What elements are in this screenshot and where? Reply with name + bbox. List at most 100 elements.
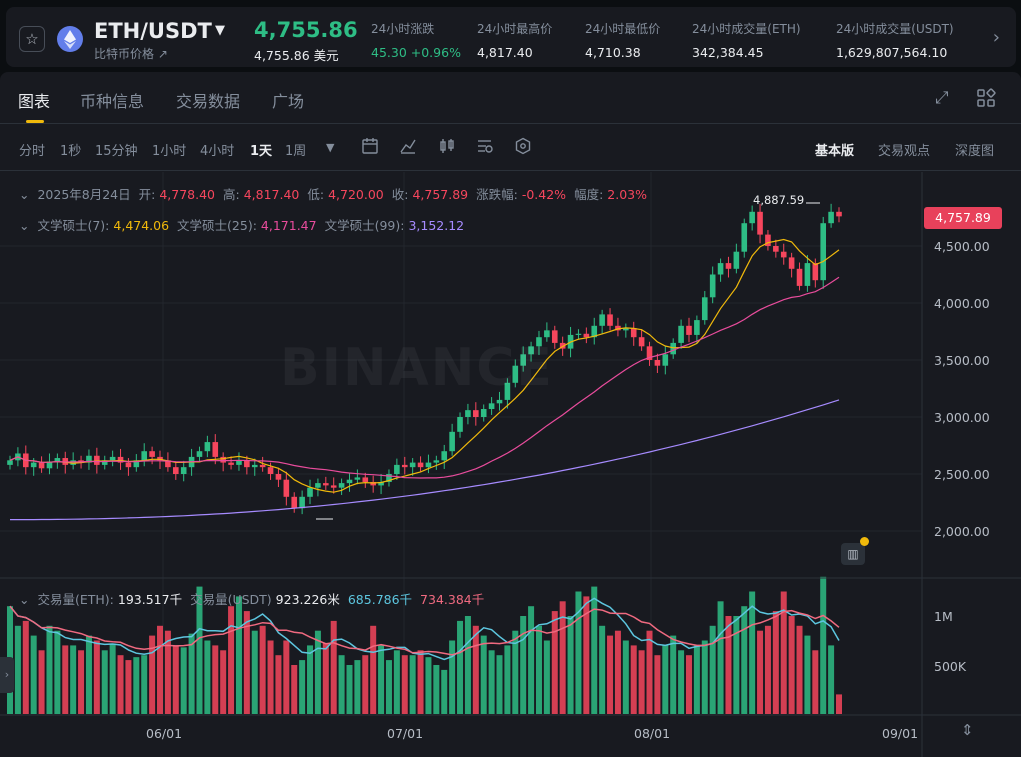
candle-body: [323, 483, 329, 486]
view-depth[interactable]: 深度图: [955, 144, 995, 159]
layout-grid-icon[interactable]: [976, 88, 996, 113]
candle-body: [30, 462, 37, 468]
candle-body: [559, 342, 566, 349]
volume-bar: [125, 660, 132, 714]
interval-toolbar: 分时 1秒 15分钟 1小时 4小时 1天 1周 ▼ 基本版 交易观点 深度图: [0, 125, 1021, 171]
candle-body: [330, 485, 337, 488]
view-trading-ideas[interactable]: 交易观点: [878, 144, 931, 159]
candle-body: [173, 467, 179, 474]
interval-time[interactable]: 分时: [19, 144, 46, 159]
candle-body: [275, 474, 282, 480]
ma-legend: ⌄ 文学硕士(7): 4,474.06 文学硕士(25): 4,171.47 文学硕…: [19, 218, 465, 233]
candle-body: [109, 456, 116, 461]
volume-bar: [796, 625, 803, 714]
volume-bar: [393, 650, 400, 714]
volume-bar: [172, 645, 179, 714]
candle-body: [86, 455, 92, 463]
star-icon[interactable]: ☆: [19, 26, 45, 52]
volume-bar: [496, 655, 503, 714]
ticker-bar: ☆ ETH/USDT ▼ 比特币价格 ↗ 4,755.86 4,755.86 美…: [6, 7, 1016, 67]
y-tick-label: 2,000.00: [934, 524, 990, 539]
candle-body: [125, 462, 132, 468]
volume-bar: [109, 643, 116, 714]
tab-square[interactable]: 广场: [272, 92, 305, 111]
hexagon-settings-icon[interactable]: [514, 137, 532, 159]
volume-bar: [228, 606, 235, 714]
candle-body: [354, 477, 361, 480]
volume-bar: [362, 655, 369, 714]
volume-bar: [472, 625, 479, 714]
volume-bar: [488, 650, 495, 714]
stat-change: 24小时涨跌 45.30 +0.96%: [371, 22, 461, 60]
tab-trading-data[interactable]: 交易数据: [176, 92, 241, 111]
fit-height-icon[interactable]: ⇕: [961, 721, 974, 739]
volume-bar: [196, 586, 203, 714]
tab-coin-info[interactable]: 币种信息: [80, 92, 145, 111]
interval-1d[interactable]: 1天: [250, 144, 273, 159]
volume-bar: [599, 625, 606, 714]
volume-bar: [78, 650, 85, 714]
volume-bar: [70, 645, 77, 714]
volume-bar: [378, 645, 385, 714]
volume-bar: [299, 660, 306, 714]
volume-bar: [543, 640, 550, 714]
candle-type-icon[interactable]: [438, 137, 456, 159]
candle-body: [141, 451, 148, 461]
volume-bar: [441, 669, 448, 714]
volume-bar: [678, 650, 685, 714]
interval-15m[interactable]: 15分钟: [95, 144, 138, 159]
chevron-right-icon[interactable]: ›: [992, 27, 1000, 48]
ma25-line: [9, 276, 840, 479]
candle-body: [607, 314, 613, 326]
watermark-logo: BINANCE: [280, 338, 554, 398]
interval-1w[interactable]: 1周: [285, 144, 307, 159]
candle-body: [291, 496, 298, 509]
chevron-down-icon[interactable]: ▼: [326, 141, 335, 154]
indicator-icon[interactable]: [399, 137, 417, 159]
tab-chart[interactable]: 图表: [18, 92, 51, 111]
candle-body: [804, 263, 811, 286]
candle-body: [38, 462, 45, 469]
candle-body: [780, 251, 787, 258]
candle-body: [7, 460, 13, 465]
volume-bar: [93, 640, 100, 714]
volume-bar: [14, 625, 21, 714]
chevron-down-icon[interactable]: ▼: [215, 23, 225, 38]
volume-bar: [141, 655, 148, 714]
volume-bar: [401, 655, 408, 714]
volume-bar: [812, 650, 819, 714]
candle-body: [504, 382, 511, 400]
volume-bar: [559, 601, 566, 714]
candle-body: [157, 456, 163, 461]
volume-bar: [733, 616, 740, 714]
vol-tick-label: 1M: [934, 609, 953, 624]
interval-1s[interactable]: 1秒: [60, 144, 82, 159]
candle-body: [670, 342, 676, 355]
price-link[interactable]: 比特币价格 ↗: [94, 47, 168, 61]
expand-icon[interactable]: ⤢: [935, 88, 949, 108]
candle-body: [212, 442, 219, 457]
vol-tick-label: 500K: [934, 659, 967, 674]
collapse-panel-button[interactable]: ›: [0, 657, 14, 693]
volume-bar: [235, 596, 242, 714]
interval-4h[interactable]: 4小时: [200, 144, 235, 159]
volume-bar: [614, 630, 621, 714]
candle-body: [457, 417, 463, 432]
candle-body: [599, 314, 605, 326]
calendar-icon[interactable]: [361, 137, 379, 159]
volume-bar: [464, 616, 471, 714]
volume-bar: [685, 655, 692, 714]
stat-low: 24小时最低价 4,710.38: [585, 22, 661, 60]
volume-bar: [322, 643, 329, 714]
pair-name[interactable]: ETH/USDT: [94, 19, 212, 43]
candles: [7, 203, 842, 515]
view-basic[interactable]: 基本版: [815, 144, 855, 159]
interval-1h[interactable]: 1小时: [152, 144, 187, 159]
candle-body: [220, 456, 226, 463]
ohlc-legend: ⌄ 2025年8月24日 开: 4,778.40 高: 4,817.40 低: 4,7…: [19, 187, 647, 202]
volume-bar: [62, 645, 69, 714]
settings-list-icon[interactable]: [476, 137, 494, 159]
candle-body: [409, 462, 416, 468]
notes-icon[interactable]: ▥: [841, 543, 865, 565]
